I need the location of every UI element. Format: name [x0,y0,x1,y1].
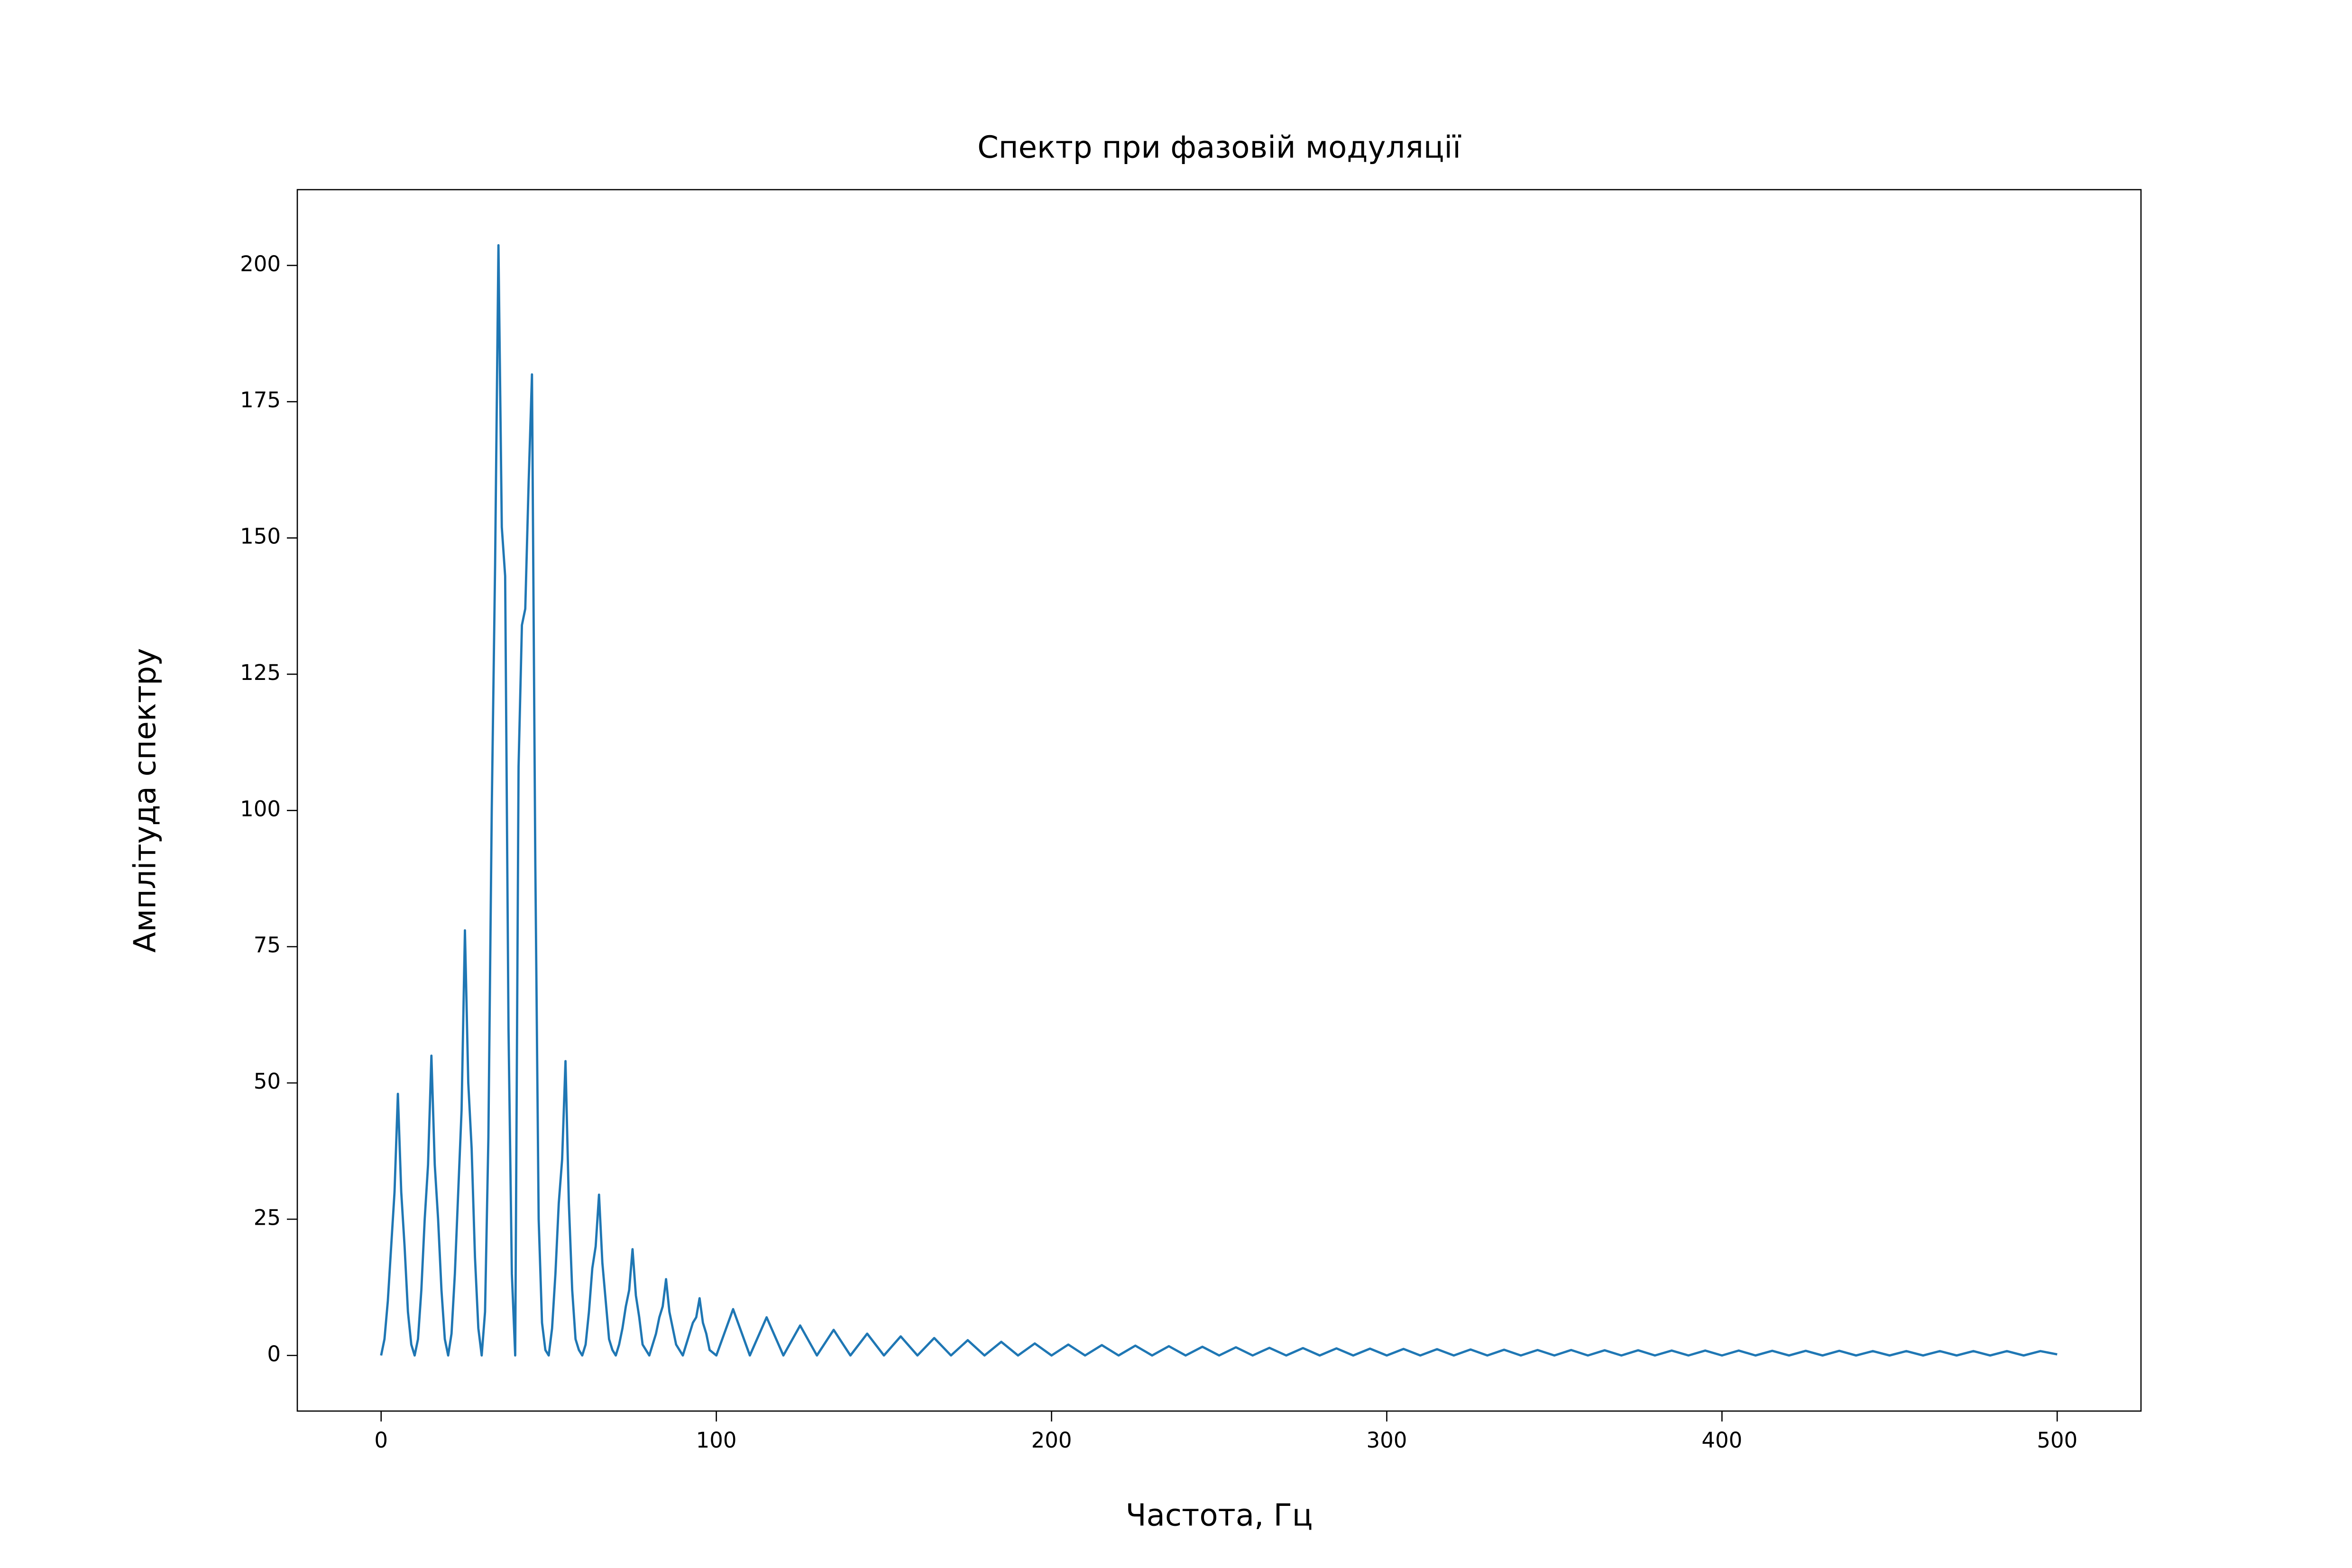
x-tick-label: 100 [696,1428,737,1453]
y-tick-label: 25 [254,1205,281,1230]
x-tick-label: 400 [1701,1428,1742,1453]
y-tick-label: 100 [240,796,281,821]
chart-title: Спектр при фазовій модуляції [977,130,1461,165]
spectrum-line [380,244,2058,1357]
y-axis-label: Амплітуда спектру [128,648,163,953]
x-tick-label: 0 [374,1428,388,1453]
y-tick-label: 0 [267,1341,281,1366]
x-tick-label: 200 [1031,1428,1072,1453]
x-tick-label: 300 [1367,1428,1407,1453]
y-tick-label: 125 [240,660,281,685]
y-tick-label: 75 [254,933,281,958]
y-tick-label: 50 [254,1069,281,1094]
x-axis-label: Частота, Гц [1126,1498,1313,1533]
plot-frame [296,189,2142,1412]
x-tick-label: 500 [2037,1428,2077,1453]
y-tick-label: 150 [240,524,281,549]
y-tick-label: 175 [240,387,281,413]
y-tick-label: 200 [240,251,281,276]
